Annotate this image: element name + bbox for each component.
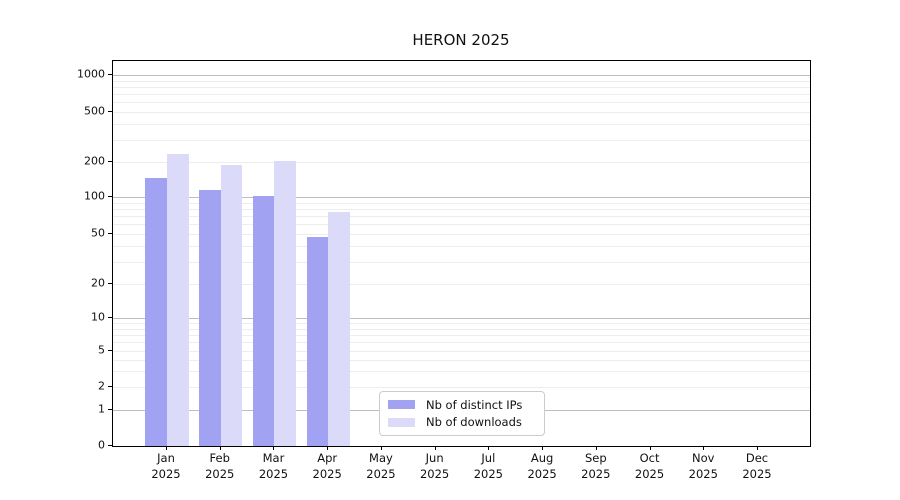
y-tick-label: 500 bbox=[84, 104, 105, 118]
minor-gridline bbox=[113, 124, 810, 126]
x-tick-mark bbox=[380, 446, 382, 450]
x-tick-label-aug: Aug 2025 bbox=[527, 451, 557, 481]
minor-gridline bbox=[113, 161, 810, 163]
x-tick-label-jan: Jan 2025 bbox=[151, 451, 181, 481]
x-tick-label-oct: Oct 2025 bbox=[634, 451, 665, 481]
minor-gridline bbox=[113, 224, 810, 226]
x-tick-label-jun: Jun 2025 bbox=[419, 451, 450, 481]
y-tick-mark bbox=[108, 445, 112, 446]
minor-gridline bbox=[113, 371, 810, 373]
minor-gridline bbox=[113, 350, 810, 352]
legend-label: Nb of distinct IPs bbox=[426, 397, 523, 412]
legend-entry: Nb of downloads bbox=[388, 415, 536, 429]
legend-swatch-distinct-ips bbox=[388, 400, 415, 410]
bar-jan-distinct-ips bbox=[145, 178, 167, 446]
major-gridline bbox=[113, 196, 810, 198]
x-tick-mark bbox=[649, 446, 651, 450]
y-tick-label: 2 bbox=[98, 379, 105, 393]
minor-gridline bbox=[113, 283, 810, 285]
minor-gridline bbox=[113, 359, 810, 361]
y-tick-mark bbox=[108, 282, 112, 284]
x-tick-label-apr: Apr 2025 bbox=[312, 451, 342, 481]
y-tick-label: 10 bbox=[91, 310, 105, 324]
chart-title: HERON 2025 bbox=[412, 31, 510, 49]
legend-label: Nb of downloads bbox=[426, 415, 522, 430]
y-tick-label: 100 bbox=[84, 189, 105, 203]
x-tick-label-feb: Feb 2025 bbox=[205, 451, 235, 481]
x-tick-mark bbox=[488, 446, 490, 450]
bar-apr-distinct-ips bbox=[306, 237, 329, 446]
x-tick-label-dec: Dec 2025 bbox=[742, 451, 772, 481]
x-tick-mark bbox=[434, 446, 436, 450]
y-tick-label: 1 bbox=[98, 402, 105, 415]
minor-gridline bbox=[113, 102, 810, 104]
legend: Nb of distinct IPs Nb of downloads bbox=[379, 391, 545, 436]
minor-gridline bbox=[113, 342, 810, 344]
y-tick-mark bbox=[108, 349, 112, 351]
y-tick-mark bbox=[108, 233, 112, 235]
x-tick-mark bbox=[703, 446, 705, 450]
y-tick-mark bbox=[108, 74, 112, 75]
x-tick-label-nov: Nov 2025 bbox=[688, 451, 718, 481]
major-gridline bbox=[113, 317, 810, 319]
x-tick-mark bbox=[595, 446, 597, 450]
minor-gridline bbox=[113, 261, 810, 263]
y-tick-label: 1000 bbox=[77, 67, 105, 81]
bar-mar-distinct-ips bbox=[252, 195, 275, 446]
x-tick-label-mar: Mar 2025 bbox=[258, 451, 289, 481]
minor-gridline bbox=[113, 112, 810, 113]
y-tick-label: 20 bbox=[91, 276, 105, 290]
y-tick-mark bbox=[108, 386, 112, 388]
minor-gridline bbox=[113, 208, 810, 210]
x-tick-mark bbox=[542, 446, 544, 450]
y-tick-mark bbox=[108, 160, 112, 162]
bar-apr-downloads bbox=[328, 212, 350, 446]
y-tick-mark bbox=[108, 316, 112, 318]
y-tick-label: 50 bbox=[91, 226, 105, 240]
minor-gridline bbox=[113, 216, 810, 218]
y-tick-mark bbox=[108, 408, 112, 410]
minor-gridline bbox=[113, 139, 810, 141]
minor-gridline bbox=[113, 86, 810, 88]
y-tick-mark bbox=[108, 195, 112, 197]
minor-gridline bbox=[113, 246, 810, 248]
y-tick-label: 5 bbox=[98, 343, 105, 357]
x-tick-label-jul: Jul 2025 bbox=[473, 451, 503, 481]
bar-jan-downloads bbox=[167, 153, 189, 446]
minor-gridline bbox=[113, 234, 810, 236]
x-tick-mark bbox=[273, 446, 275, 450]
minor-gridline bbox=[113, 202, 810, 204]
minor-gridline bbox=[113, 94, 810, 96]
x-tick-mark bbox=[756, 446, 758, 450]
y-tick-label: 200 bbox=[84, 154, 105, 168]
y-tick-label: 0 bbox=[98, 438, 105, 452]
x-tick-label-may: May 2025 bbox=[366, 451, 396, 481]
major-gridline bbox=[113, 75, 810, 76]
minor-gridline bbox=[113, 387, 810, 389]
legend-swatch-downloads bbox=[388, 417, 415, 427]
x-tick-mark bbox=[166, 446, 167, 450]
x-tick-mark bbox=[219, 446, 221, 450]
bar-mar-downloads bbox=[274, 160, 297, 446]
legend-entry: Nb of distinct IPs bbox=[388, 398, 536, 412]
minor-gridline bbox=[113, 80, 810, 82]
x-tick-label-sep: Sep 2025 bbox=[581, 451, 611, 481]
minor-gridline bbox=[113, 323, 810, 324]
plot-area bbox=[112, 60, 811, 447]
bar-feb-distinct-ips bbox=[199, 189, 221, 446]
x-tick-mark bbox=[327, 446, 329, 450]
minor-gridline bbox=[113, 328, 810, 330]
y-tick-mark bbox=[108, 111, 112, 112]
minor-gridline bbox=[113, 334, 810, 336]
bar-feb-downloads bbox=[220, 165, 243, 446]
